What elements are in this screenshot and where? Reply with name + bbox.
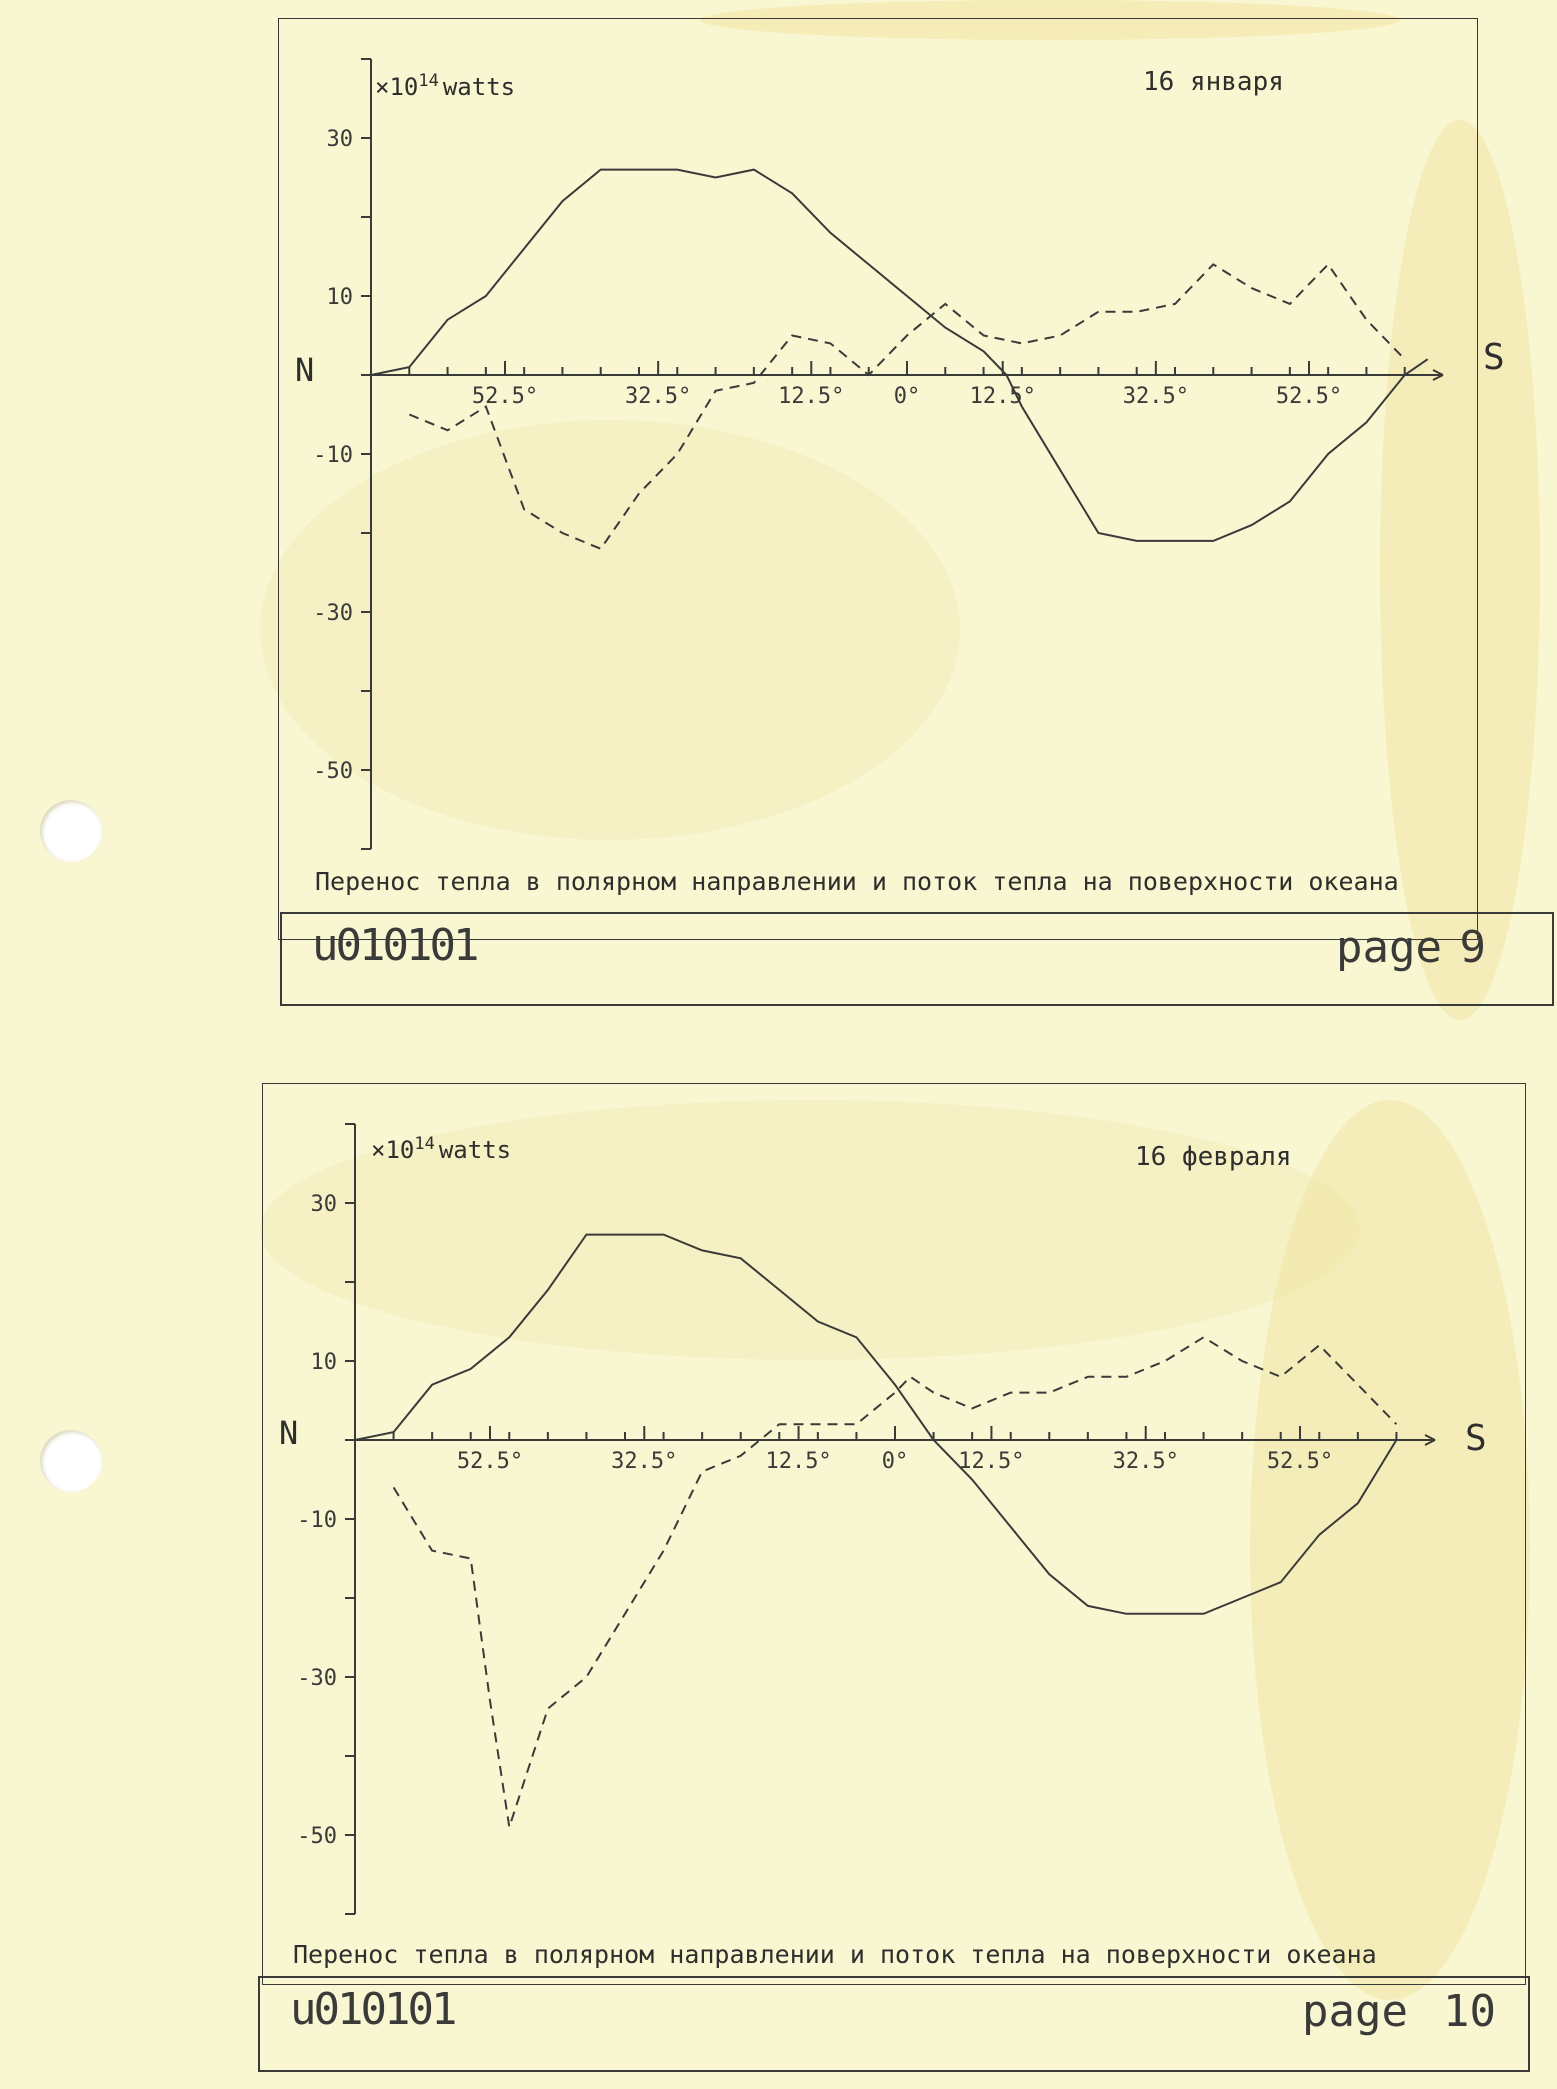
- chart-svg-2: 30 10 -10 -30 -50 52.5° 32.5° 12.5° 0° 12.5° 32.5°…: [297, 1123, 1436, 1915]
- poleward-heat-transport-line: [370, 168, 1429, 542]
- y-tick-label: -50: [313, 759, 353, 784]
- chart-date: 16 января: [1143, 67, 1284, 97]
- unit-label: ×1014 watts: [375, 71, 515, 101]
- footer-page-label: page: [1302, 1986, 1408, 2037]
- unit-base: ×10: [375, 73, 419, 101]
- chart-date: 16 февраля: [1135, 1142, 1292, 1172]
- x-tick-label: 12.5°: [958, 1449, 1024, 1474]
- footer-page-number: 10: [1443, 1986, 1496, 2037]
- x-axis-arrow: [1424, 1434, 1436, 1446]
- chart-panel-1: 30 10 -10 -30 -50 52.5° 32.5° 12.5° 0° 12.5° 32.5°…: [278, 18, 1505, 940]
- x-tick-label: 52.5°: [457, 1449, 523, 1474]
- x-tick-label: 32.5°: [611, 1449, 677, 1474]
- footer-page-number: 9: [1459, 922, 1487, 973]
- x-tick-label: 0°: [882, 1449, 909, 1474]
- x-axis-arrow: [1432, 369, 1444, 381]
- punch-hole: [40, 800, 102, 862]
- x-tick-label: 12.5°: [970, 384, 1036, 409]
- page-footer-2: u010101 page 10: [258, 1976, 1530, 2072]
- unit-exponent: 14: [418, 71, 439, 91]
- chart-caption: Перенос тепла в полярном направлении и п…: [293, 1940, 1377, 1969]
- chart-caption: Перенос тепла в полярном направлении и п…: [315, 867, 1399, 896]
- y-tick-label: -10: [313, 443, 353, 468]
- south-label: S: [1465, 1418, 1487, 1459]
- footer-page-label: page: [1336, 922, 1442, 973]
- y-tick-label: 30: [311, 1192, 338, 1217]
- x-tick-label: 0°: [894, 384, 921, 409]
- x-tick-label: 12.5°: [778, 384, 844, 409]
- y-tick-label: -30: [313, 601, 353, 626]
- chart-panel-2: 30 10 -10 -30 -50 52.5° 32.5° 12.5° 0° 12.5° 32.5°…: [262, 1083, 1526, 1985]
- footer-code: u010101: [312, 920, 479, 971]
- y-tick-label: -50: [297, 1824, 337, 1849]
- x-tick-label: 12.5°: [765, 1449, 831, 1474]
- page-footer-1: u010101 page 9: [280, 912, 1554, 1006]
- y-tick-label: 10: [327, 285, 354, 310]
- unit-word: watts: [442, 73, 516, 101]
- unit-label: ×1014 watts: [371, 1134, 511, 1164]
- footer-code: u010101: [290, 1984, 457, 2035]
- surface-heat-flux-line: [408, 262, 1406, 551]
- unit-word: watts: [438, 1136, 512, 1164]
- south-label: S: [1483, 337, 1505, 378]
- y-tick-label: 10: [311, 1350, 338, 1375]
- y-tick-label: -10: [297, 1508, 337, 1533]
- unit-base: ×10: [371, 1136, 415, 1164]
- punch-hole: [40, 1430, 102, 1492]
- north-label: N: [279, 1414, 299, 1452]
- unit-exponent: 14: [414, 1134, 435, 1154]
- x-tick-label: 32.5°: [1123, 384, 1189, 409]
- north-label: N: [295, 351, 315, 389]
- x-tick-label: 32.5°: [625, 384, 691, 409]
- x-tick-label: 32.5°: [1113, 1449, 1179, 1474]
- x-tick-label: 52.5°: [472, 384, 538, 409]
- chart-svg-1: 30 10 -10 -30 -50 52.5° 32.5° 12.5° 0° 12.5° 32.5°…: [313, 58, 1444, 850]
- poleward-heat-transport-line: [354, 1233, 1398, 1615]
- x-tick-label: 52.5°: [1276, 384, 1342, 409]
- surface-heat-flux-line: [392, 1336, 1398, 1828]
- x-tick-label: 52.5°: [1267, 1449, 1333, 1474]
- y-tick-label: -30: [297, 1666, 337, 1691]
- y-tick-label: 30: [327, 127, 354, 152]
